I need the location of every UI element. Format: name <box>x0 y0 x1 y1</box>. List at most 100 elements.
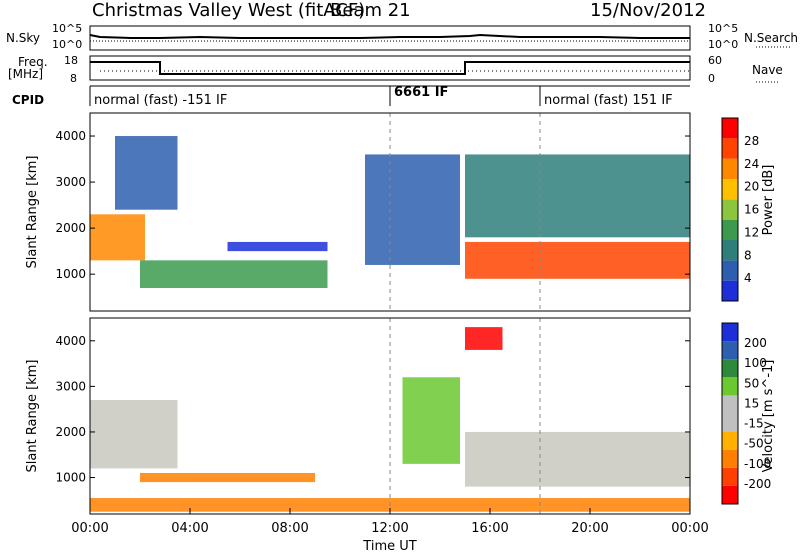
power-colorbar-cell-8 <box>722 138 738 159</box>
power-regions <box>90 136 690 288</box>
velocity-ytick-label-3: 3000 <box>55 379 86 393</box>
freq-label-2: [MHz] <box>8 67 43 81</box>
cpid-panel: CPID normal (fast) -151 IF 6661 IF norma… <box>12 85 690 108</box>
velocity-colorbar: 200 100 50 15 -15 -50 -100 -200 <box>721 322 771 505</box>
x-tick-label-6: 20:00 <box>571 521 608 536</box>
noise-right-tick-top: 10^5 <box>708 22 738 35</box>
power-ytick-label-2: 2000 <box>55 221 86 235</box>
freq-label-1: Freq. <box>18 55 48 69</box>
noise-right-tick-bottom: 10^0 <box>708 38 738 51</box>
velocity-colorbar-tick-5: -15 <box>744 417 764 431</box>
power-colorbar-tick-3: 12 <box>744 225 759 239</box>
power-panel-border <box>89 112 691 312</box>
power-colorbar-label: Power [dB] <box>761 165 776 236</box>
velocity-colorbar-cell-3 <box>722 449 738 468</box>
power-colorbar-tick-6: 24 <box>744 157 759 171</box>
velocity-colorbar-cell-1 <box>722 485 738 504</box>
power-colorbar: 4 8 12 16 20 24 28 <box>721 117 759 302</box>
power-region-2 <box>115 136 178 210</box>
freq-panel-frame <box>89 55 691 81</box>
velocity-region-2 <box>140 472 315 483</box>
velocity-ytick-label-4: 4000 <box>55 334 86 348</box>
power-colorbar-cell-6 <box>722 179 738 200</box>
power-region-1 <box>90 214 145 261</box>
freq-tick-top: 18 <box>64 54 78 67</box>
x-tick-label-3: 08:00 <box>271 521 308 536</box>
beam-label: Beam 21 <box>330 0 411 21</box>
velocity-colorbar-tick-8: -200 <box>744 477 771 491</box>
freq-panel: Freq. [MHz] 18 8 60 0 Nave <box>8 54 783 85</box>
velocity-region-1 <box>90 400 178 469</box>
power-colorbar-tick-2: 8 <box>744 248 752 262</box>
velocity-colorbar-tick-3: 50 <box>744 376 759 390</box>
power-ytick-label-4: 4000 <box>55 129 86 143</box>
velocity-colorbar-cell-6 <box>722 395 738 414</box>
power-colorbar-cell-2 <box>722 260 738 281</box>
nave-tick-bottom: 0 <box>708 72 715 85</box>
cpid-segment-1: normal (fast) -151 IF <box>94 93 227 108</box>
velocity-colorbar-tick-2: 100 <box>744 356 767 370</box>
station-title: Christmas Valley West (fitACF) <box>92 0 366 21</box>
power-colorbar-tick-1: 4 <box>744 271 752 285</box>
noise-panel: N.Sky 10^5 10^0 10^5 10^0 N.Search <box>6 22 798 51</box>
noise-left-label: N.Sky <box>6 31 40 45</box>
power-ytick-label-3: 3000 <box>55 175 86 189</box>
velocity-region-5 <box>465 431 690 487</box>
x-tick-label-7: 00:00 <box>671 521 708 536</box>
velocity-colorbar-cell-2 <box>722 467 738 486</box>
velocity-colorbar-cell-5 <box>722 413 738 432</box>
date-label: 15/Nov/2012 <box>590 0 706 21</box>
velocity-regions <box>90 327 690 512</box>
velocity-ytick-label-1: 1000 <box>55 471 86 485</box>
velocity-colorbar-label: Velocity [m s^-1] <box>761 360 776 473</box>
x-axis-label: Time UT <box>362 539 416 554</box>
velocity-ylabel: Slant Range [km] <box>25 360 40 473</box>
power-colorbar-tick-5: 20 <box>744 180 759 194</box>
power-yticks: 1000 2000 3000 4000 <box>55 129 690 281</box>
nave-tick-top: 60 <box>708 54 722 67</box>
noise-right-label: N.Search <box>744 31 798 45</box>
velocity-region-6 <box>465 327 503 350</box>
power-colorbar-cell-5 <box>722 199 738 220</box>
nave-label: Nave <box>752 63 783 77</box>
power-colorbar-cell-3 <box>722 240 738 261</box>
power-colorbar-frame <box>721 117 739 302</box>
power-colorbar-cell-7 <box>722 158 738 179</box>
freq-tick-bottom: 8 <box>70 72 77 85</box>
power-region-7 <box>465 154 690 238</box>
velocity-panel: 1000 2000 3000 4000 Slant Range [km] 200 100… <box>25 317 776 515</box>
power-colorbar-tick-7: 28 <box>744 134 759 148</box>
velocity-colorbar-tick-1: 200 <box>744 336 767 350</box>
velocity-yticks: 1000 2000 3000 4000 <box>55 334 690 485</box>
freq-line <box>90 61 690 75</box>
power-colorbar-tick-4: 16 <box>744 203 759 217</box>
velocity-colorbar-cell-4 <box>722 431 738 450</box>
cpid-label: CPID <box>12 93 44 107</box>
noise-sky-line <box>89 33 690 39</box>
power-region-5 <box>365 154 460 265</box>
power-region-4 <box>227 241 328 252</box>
power-region-3 <box>140 260 328 288</box>
velocity-colorbar-cell-9 <box>722 341 738 360</box>
power-colorbar-cell-4 <box>722 219 738 240</box>
power-ytick-label-1: 1000 <box>55 267 86 281</box>
power-colorbar-cell-1 <box>722 280 738 301</box>
velocity-colorbar-tick-7: -100 <box>744 457 771 471</box>
power-region-6 <box>465 241 690 279</box>
velocity-ytick-label-2: 2000 <box>55 425 86 439</box>
velocity-region-4 <box>402 377 460 464</box>
velocity-colorbar-cell-8 <box>722 359 738 378</box>
velocity-colorbar-cell-7 <box>722 377 738 396</box>
x-tick-label-1: 00:00 <box>71 521 108 536</box>
x-tick-label-5: 16:00 <box>471 521 508 536</box>
velocity-colorbar-frame <box>721 322 739 505</box>
x-tick-label-2: 04:00 <box>171 521 208 536</box>
noise-left-tick-top: 10^5 <box>52 22 82 35</box>
cpid-segment-2: 6661 IF <box>394 85 448 100</box>
power-panel: 1000 2000 3000 4000 Slant Range [km] 4 8 12 16… <box>25 112 776 312</box>
x-tick-label-4: 12:00 <box>371 521 408 536</box>
cpid-segment-3: normal (fast) 151 IF <box>544 93 673 108</box>
velocity-colorbar-cell-10 <box>722 323 738 342</box>
velocity-colorbar-tick-4: 15 <box>744 396 759 410</box>
